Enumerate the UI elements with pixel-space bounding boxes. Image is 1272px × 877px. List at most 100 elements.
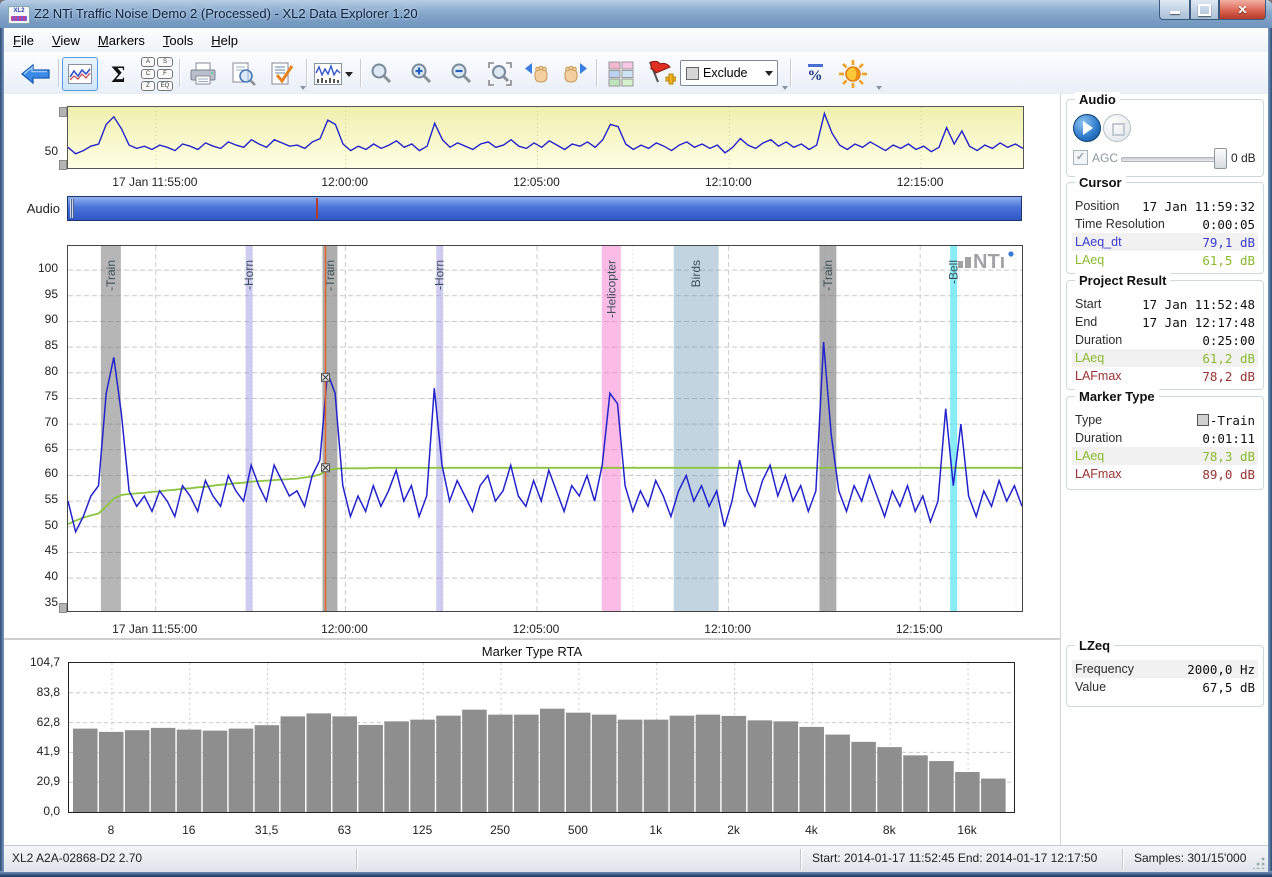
rta-bar-315[interactable] [514, 715, 539, 812]
overview-resize-nub[interactable] [59, 107, 67, 117]
rta-x-tick-label: 4k [786, 823, 836, 837]
lzeq-groupbox: LZeq Frequency2000,0 Hz Value67,5 dB [1066, 645, 1264, 707]
rta-bar-4k[interactable] [799, 727, 824, 812]
overview-resize-nub[interactable] [59, 160, 67, 170]
gain-slider-thumb[interactable] [1214, 148, 1227, 169]
rta-bar-8[interactable] [99, 732, 124, 812]
horizontal-splitter[interactable] [4, 638, 1060, 640]
marker-band-train[interactable] [819, 246, 836, 611]
rta-chart-svg[interactable] [69, 663, 1014, 812]
rta-bar-40[interactable] [281, 716, 306, 812]
zoom-tool-button[interactable] [364, 57, 400, 91]
cursor-groupbox: Cursor Position17 Jan 11:59:32 Time Reso… [1066, 182, 1264, 274]
time-history-chart-plot[interactable]: -Train-Horn-Train-Horn-HelicopterBirds-T… [67, 245, 1023, 612]
rta-bar-3.15k[interactable] [774, 721, 799, 812]
zoom-fit-button[interactable] [482, 57, 518, 91]
maximize-button[interactable] [1190, 0, 1219, 20]
day-night-button[interactable] [834, 57, 872, 91]
audio-grip[interactable] [70, 199, 74, 218]
marker-band-label: Birds [689, 260, 703, 287]
percent-view-button[interactable]: % [796, 57, 834, 91]
rta-bar-6.3k[interactable] [851, 742, 876, 812]
rta-bar-400[interactable] [540, 709, 565, 812]
rta-bar-63[interactable] [332, 716, 357, 812]
rta-bar-200[interactable] [462, 710, 487, 812]
menu-help[interactable]: Help [202, 30, 247, 51]
rta-bar-20k[interactable] [981, 779, 1006, 812]
marker-band-horn[interactable] [436, 246, 443, 611]
rta-bar-800[interactable] [618, 720, 643, 812]
summary-table-button[interactable]: Σ [100, 57, 136, 91]
time-history-svg[interactable]: -Train-Horn-Train-Horn-HelicopterBirds-T… [68, 246, 1022, 611]
rta-bar-5k[interactable] [825, 735, 850, 812]
resize-grip[interactable] [1253, 857, 1265, 869]
dropdown-button[interactable] [761, 61, 777, 85]
stop-button[interactable] [1103, 114, 1131, 142]
overview-chart-svg[interactable] [68, 107, 1023, 168]
rta-bar-8k[interactable] [877, 747, 902, 812]
chevron-down-icon [345, 72, 353, 77]
marker-colors-button[interactable] [602, 57, 640, 91]
pan-left-button[interactable] [520, 57, 556, 91]
add-marker-button[interactable] [640, 57, 680, 91]
main-y-tick-label: 80 [32, 364, 58, 378]
rta-bar-16k[interactable] [955, 772, 980, 812]
back-button[interactable] [16, 57, 54, 91]
play-button[interactable] [1073, 114, 1101, 142]
nti-logo-dot [1008, 251, 1013, 256]
rta-bar-2.5k[interactable] [748, 720, 773, 812]
exclude-marker-dropdown[interactable]: Exclude [680, 60, 778, 86]
rta-bar-1.25k[interactable] [670, 716, 695, 812]
zoom-out-button[interactable] [444, 57, 480, 91]
rta-y-tick-label: 104,7 [22, 655, 60, 669]
rta-bar-31.5[interactable] [255, 725, 280, 812]
overview-chart-plot[interactable] [67, 106, 1024, 169]
rta-bar-500[interactable] [566, 713, 591, 812]
print-button[interactable] [184, 57, 222, 91]
rta-bar-2k[interactable] [722, 716, 747, 812]
rta-bar-1k[interactable] [644, 720, 669, 812]
report-button[interactable] [262, 57, 300, 91]
channel-select-button[interactable]: A S C F Z EQ [138, 57, 176, 91]
main-chart-resize-nub[interactable] [59, 603, 67, 613]
project-row-duration: Duration0:25:00 [1072, 331, 1258, 349]
rta-bar-12.5[interactable] [151, 728, 176, 812]
audio-track-bar[interactable] [67, 196, 1022, 221]
rta-bar-50[interactable] [307, 713, 332, 812]
rta-chart-plot[interactable] [68, 662, 1015, 813]
rta-bar-12.5k[interactable] [929, 761, 954, 812]
menu-file[interactable]: File [4, 30, 43, 51]
minimize-button[interactable] [1159, 0, 1190, 20]
menu-markers[interactable]: Markers [89, 30, 154, 51]
close-button[interactable]: ✕ [1219, 0, 1266, 20]
title-bar[interactable]: XL2 Z2 NTi Traffic Noise Demo 2 (Process… [0, 0, 1272, 29]
menu-tools[interactable]: Tools [154, 30, 202, 51]
rta-bar-80[interactable] [358, 725, 383, 812]
rta-bar-630[interactable] [592, 715, 617, 812]
rta-bar-6.3[interactable] [73, 729, 98, 812]
marker-band-train[interactable] [322, 246, 337, 611]
zoom-in-button[interactable] [404, 57, 440, 91]
rta-bar-125[interactable] [410, 720, 435, 812]
gain-slider-track[interactable] [1121, 157, 1227, 162]
rta-bar-160[interactable] [436, 716, 461, 812]
menu-view[interactable]: View [43, 30, 89, 51]
rta-bar-25[interactable] [229, 729, 254, 812]
rta-bar-1.6k[interactable] [696, 715, 721, 812]
marker-band-birds[interactable] [674, 246, 719, 611]
marker-row-laeq: LAeq78,3 dB [1072, 447, 1258, 465]
chart-view-button[interactable] [62, 57, 98, 91]
rta-bar-250[interactable] [488, 715, 513, 812]
pan-right-button[interactable] [556, 57, 592, 91]
rta-bar-16[interactable] [177, 730, 202, 812]
marker-band-bell[interactable] [950, 246, 957, 611]
print-preview-button[interactable] [224, 57, 262, 91]
lzeq-title: LZeq [1075, 638, 1114, 653]
rta-bar-10[interactable] [125, 730, 150, 812]
rta-bar-100[interactable] [384, 721, 409, 812]
waveform-view-button[interactable] [310, 57, 356, 91]
rta-bar-20[interactable] [203, 731, 228, 812]
marker-band-horn[interactable] [246, 246, 253, 611]
rta-bar-10k[interactable] [903, 755, 928, 812]
agc-checkbox[interactable]: ✓ [1073, 150, 1088, 165]
